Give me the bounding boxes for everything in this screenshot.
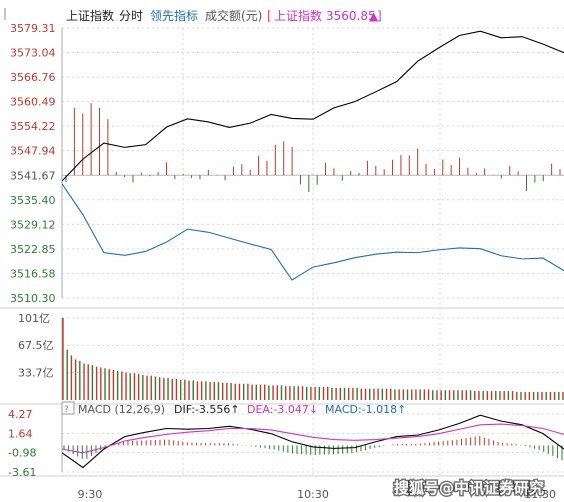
macd-settings-glyph: ? <box>64 405 69 415</box>
dea-label: DEA:-3.047↓ <box>247 403 318 416</box>
price-tick-label: 3573.04 <box>10 47 56 60</box>
shanghai-index-line <box>61 30 564 182</box>
price-tick-label: 3554.22 <box>10 120 56 133</box>
axis-gutter <box>0 0 62 502</box>
price-tick-label: 3560.49 <box>10 96 56 109</box>
price-tick-label: 3516.58 <box>10 267 56 280</box>
watermark-text: 搜狐号@中讯证券研究 <box>394 479 544 497</box>
active-series-bracket-close: ] <box>377 9 382 23</box>
price-tick-label: 3535.40 <box>10 194 56 207</box>
dea-line <box>61 423 564 454</box>
price-tick-label: 3566.76 <box>10 71 56 84</box>
volume-tick-label: 101亿 <box>18 312 50 325</box>
price-tick-label: 3510.30 <box>10 292 56 305</box>
tab-turnover[interactable]: 成交额(元) <box>205 8 262 23</box>
macd-tick-label: 4.27 <box>8 408 33 421</box>
active-series-label: 上证指数 <box>274 8 322 23</box>
dif-line <box>61 414 564 469</box>
macd-title: MACD (12,26,9) <box>78 403 165 416</box>
macd-tick-label: -0.98 <box>8 447 36 460</box>
time-tick-label: 10:30 <box>297 488 329 501</box>
macd-header: ? MACD (12,26,9) DIF:-3.556↑ DEA:-3.047↓… <box>61 401 406 416</box>
price-lines <box>61 30 564 281</box>
time-tick-label: 9:30 <box>78 488 103 501</box>
watermark: 搜狐号@中讯证券研究 <box>393 478 546 499</box>
active-series-bracket-open: [ <box>267 9 272 23</box>
active-series-arrow-icon: ▲ <box>369 9 379 23</box>
macd-tick-label: 1.64 <box>8 427 33 440</box>
time-axis: 9:30 10:30 11:30 <box>78 488 556 501</box>
price-tick-label: 3522.85 <box>10 243 56 256</box>
price-tick-label: 3547.94 <box>10 145 56 158</box>
price-axis: 3579.31 3573.04 3566.76 3560.49 3554.22 3547.… <box>10 22 56 305</box>
macd-tick-label: -3.61 <box>8 466 36 479</box>
tab-shanghai-index[interactable]: 上证指数 <box>66 8 114 23</box>
grid-lines <box>0 27 564 477</box>
volume-axis: 101亿 67.5亿 33.7亿 <box>18 312 54 380</box>
volume-bars <box>62 318 564 400</box>
price-tick-label: 3529.12 <box>10 218 56 231</box>
macd-lines <box>61 414 564 469</box>
time-tick-label: 11:30 <box>524 488 556 501</box>
active-series-value: 3560.85 <box>326 9 376 23</box>
macd-settings-icon[interactable] <box>61 401 75 415</box>
macd-label: MACD:-1.018↑ <box>325 403 406 416</box>
price-tick-label: 3579.31 <box>10 22 56 35</box>
chart-header: 上证指数 分时 领先指标 成交额(元) [ 上证指数 3560.85 ▲ ] <box>0 0 382 502</box>
tab-lead-indicator[interactable]: 领先指标 <box>150 8 198 23</box>
tab-intraday[interactable]: 分时 <box>119 9 143 23</box>
volume-tick-label: 67.5亿 <box>18 339 54 352</box>
price-tick-label: 3541.67 <box>10 169 56 182</box>
price-deviation-bars <box>65 103 561 192</box>
lead-indicator-line <box>61 183 564 281</box>
volume-tick-label: 33.7亿 <box>18 367 54 380</box>
dif-label: DIF:-3.556↑ <box>174 403 240 416</box>
macd-axis: 4.27 1.64 -0.98 -3.61 <box>8 408 36 479</box>
